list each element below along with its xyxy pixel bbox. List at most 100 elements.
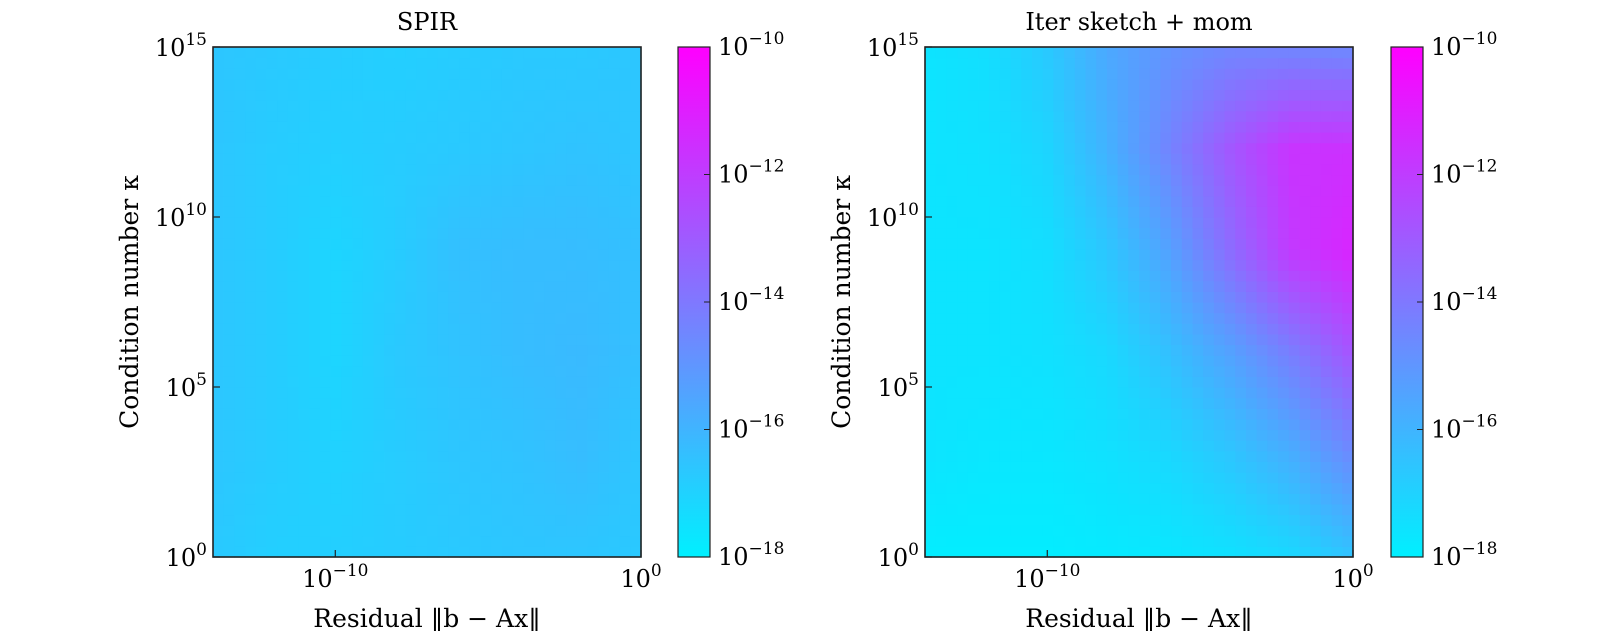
heatmap-cell	[1320, 57, 1333, 69]
heatmap-cell	[373, 270, 385, 282]
heatmap-cell	[427, 47, 439, 59]
heatmap-cell	[1010, 47, 1022, 59]
heatmap-cell	[1096, 312, 1108, 324]
heatmap-cell	[255, 450, 268, 462]
heatmap-cell	[619, 248, 631, 261]
heatmap-cell	[534, 365, 546, 377]
heatmap-cell	[234, 323, 246, 335]
heatmap-cell	[1331, 493, 1343, 505]
heatmap-cell	[1128, 185, 1140, 197]
heatmap-cell	[245, 280, 257, 292]
heatmap-cell	[1331, 503, 1343, 516]
heatmap-cell	[1331, 387, 1343, 399]
heatmap-cell	[1299, 546, 1311, 558]
heatmap-cell	[223, 121, 235, 133]
heatmap-cell	[416, 387, 428, 399]
heatmap-cell	[1224, 450, 1236, 462]
heatmap-cell	[1074, 280, 1087, 292]
heatmap-cell	[1010, 429, 1022, 441]
heatmap-cell	[999, 418, 1012, 431]
heatmap-cell	[935, 47, 947, 59]
heatmap-cell	[512, 121, 524, 133]
heatmap-cell	[448, 132, 460, 144]
heatmap-cell	[501, 270, 514, 282]
heatmap-cell	[298, 323, 310, 335]
heatmap-cell	[1117, 89, 1129, 101]
heatmap-cell	[534, 525, 546, 537]
colorbar-tick-label: 10−14	[1431, 284, 1497, 316]
heatmap-cell	[619, 195, 631, 207]
heatmap-cell	[480, 450, 492, 462]
heatmap-cell	[320, 408, 332, 420]
heatmap-cell	[967, 132, 980, 144]
heatmap-cell	[1310, 376, 1322, 388]
heatmap-cell	[1064, 302, 1076, 314]
heatmap-cell	[1256, 535, 1268, 547]
heatmap-cell	[1213, 270, 1226, 282]
heatmap-cell	[1085, 302, 1097, 314]
heatmap-cell	[362, 163, 375, 176]
heatmap-cell	[999, 323, 1012, 335]
heatmap-cell	[437, 323, 449, 335]
heatmap-cell	[309, 280, 321, 292]
heatmap-cell	[1224, 68, 1236, 80]
heatmap-cell	[1310, 365, 1322, 377]
heatmap-cell	[1128, 344, 1140, 356]
heatmap-cell	[213, 450, 225, 462]
heatmap-cell	[1096, 333, 1108, 346]
heatmap-cell	[309, 174, 321, 186]
heatmap-cell	[266, 47, 278, 59]
heatmap-cell	[957, 461, 969, 473]
heatmap-cell	[630, 429, 642, 441]
heatmap-cell	[234, 206, 246, 218]
heatmap-cell	[320, 525, 332, 537]
heatmap-cell	[1246, 387, 1258, 399]
heatmap-cell	[512, 270, 524, 282]
heatmap-cell	[925, 259, 937, 271]
heatmap-cell	[491, 355, 503, 367]
heatmap-cell	[989, 174, 1001, 186]
heatmap-cell	[587, 397, 599, 409]
heatmap-cell	[1181, 482, 1194, 494]
heatmap-cell	[1160, 163, 1172, 176]
heatmap-cell	[967, 408, 980, 420]
heatmap-cell	[373, 429, 385, 441]
heatmap-cell	[1213, 397, 1226, 409]
heatmap-cell	[1320, 525, 1333, 537]
heatmap-cell	[1032, 217, 1044, 229]
heatmap-cell	[1042, 248, 1054, 261]
heatmap-cell	[1288, 429, 1301, 441]
heatmap-cell	[598, 227, 610, 239]
heatmap-cell	[1310, 514, 1322, 526]
heatmap-cell	[1160, 248, 1172, 261]
heatmap-cell	[469, 408, 482, 420]
heatmap-cell	[957, 344, 969, 356]
heatmap-cell	[1267, 535, 1279, 547]
heatmap-cell	[287, 312, 300, 324]
heatmap-cell	[576, 174, 589, 186]
heatmap-cell	[566, 227, 578, 239]
heatmap-cell	[1042, 291, 1054, 303]
heatmap-cell	[967, 344, 980, 356]
plot-frame	[212, 46, 642, 558]
heatmap-cell	[213, 153, 225, 165]
heatmap-cell	[544, 248, 556, 261]
heatmap-cell	[277, 185, 289, 197]
heatmap-cell	[427, 397, 439, 409]
heatmap-cell	[287, 153, 300, 165]
heatmap-cell	[234, 110, 246, 122]
heatmap-cell	[277, 121, 289, 133]
heatmap-cell	[1171, 259, 1183, 271]
heatmap-cell	[459, 163, 471, 176]
heatmap-cell	[1288, 365, 1301, 377]
heatmap-cell	[448, 280, 460, 292]
heatmap-cell	[1149, 291, 1161, 303]
heatmap-cell	[989, 482, 1001, 494]
heatmap-cell	[384, 174, 396, 186]
heatmap-cell	[1117, 132, 1129, 144]
heatmap-cell	[523, 546, 535, 558]
heatmap-cell	[459, 429, 471, 441]
heatmap-cell	[1256, 312, 1268, 324]
heatmap-cell	[1203, 78, 1215, 91]
